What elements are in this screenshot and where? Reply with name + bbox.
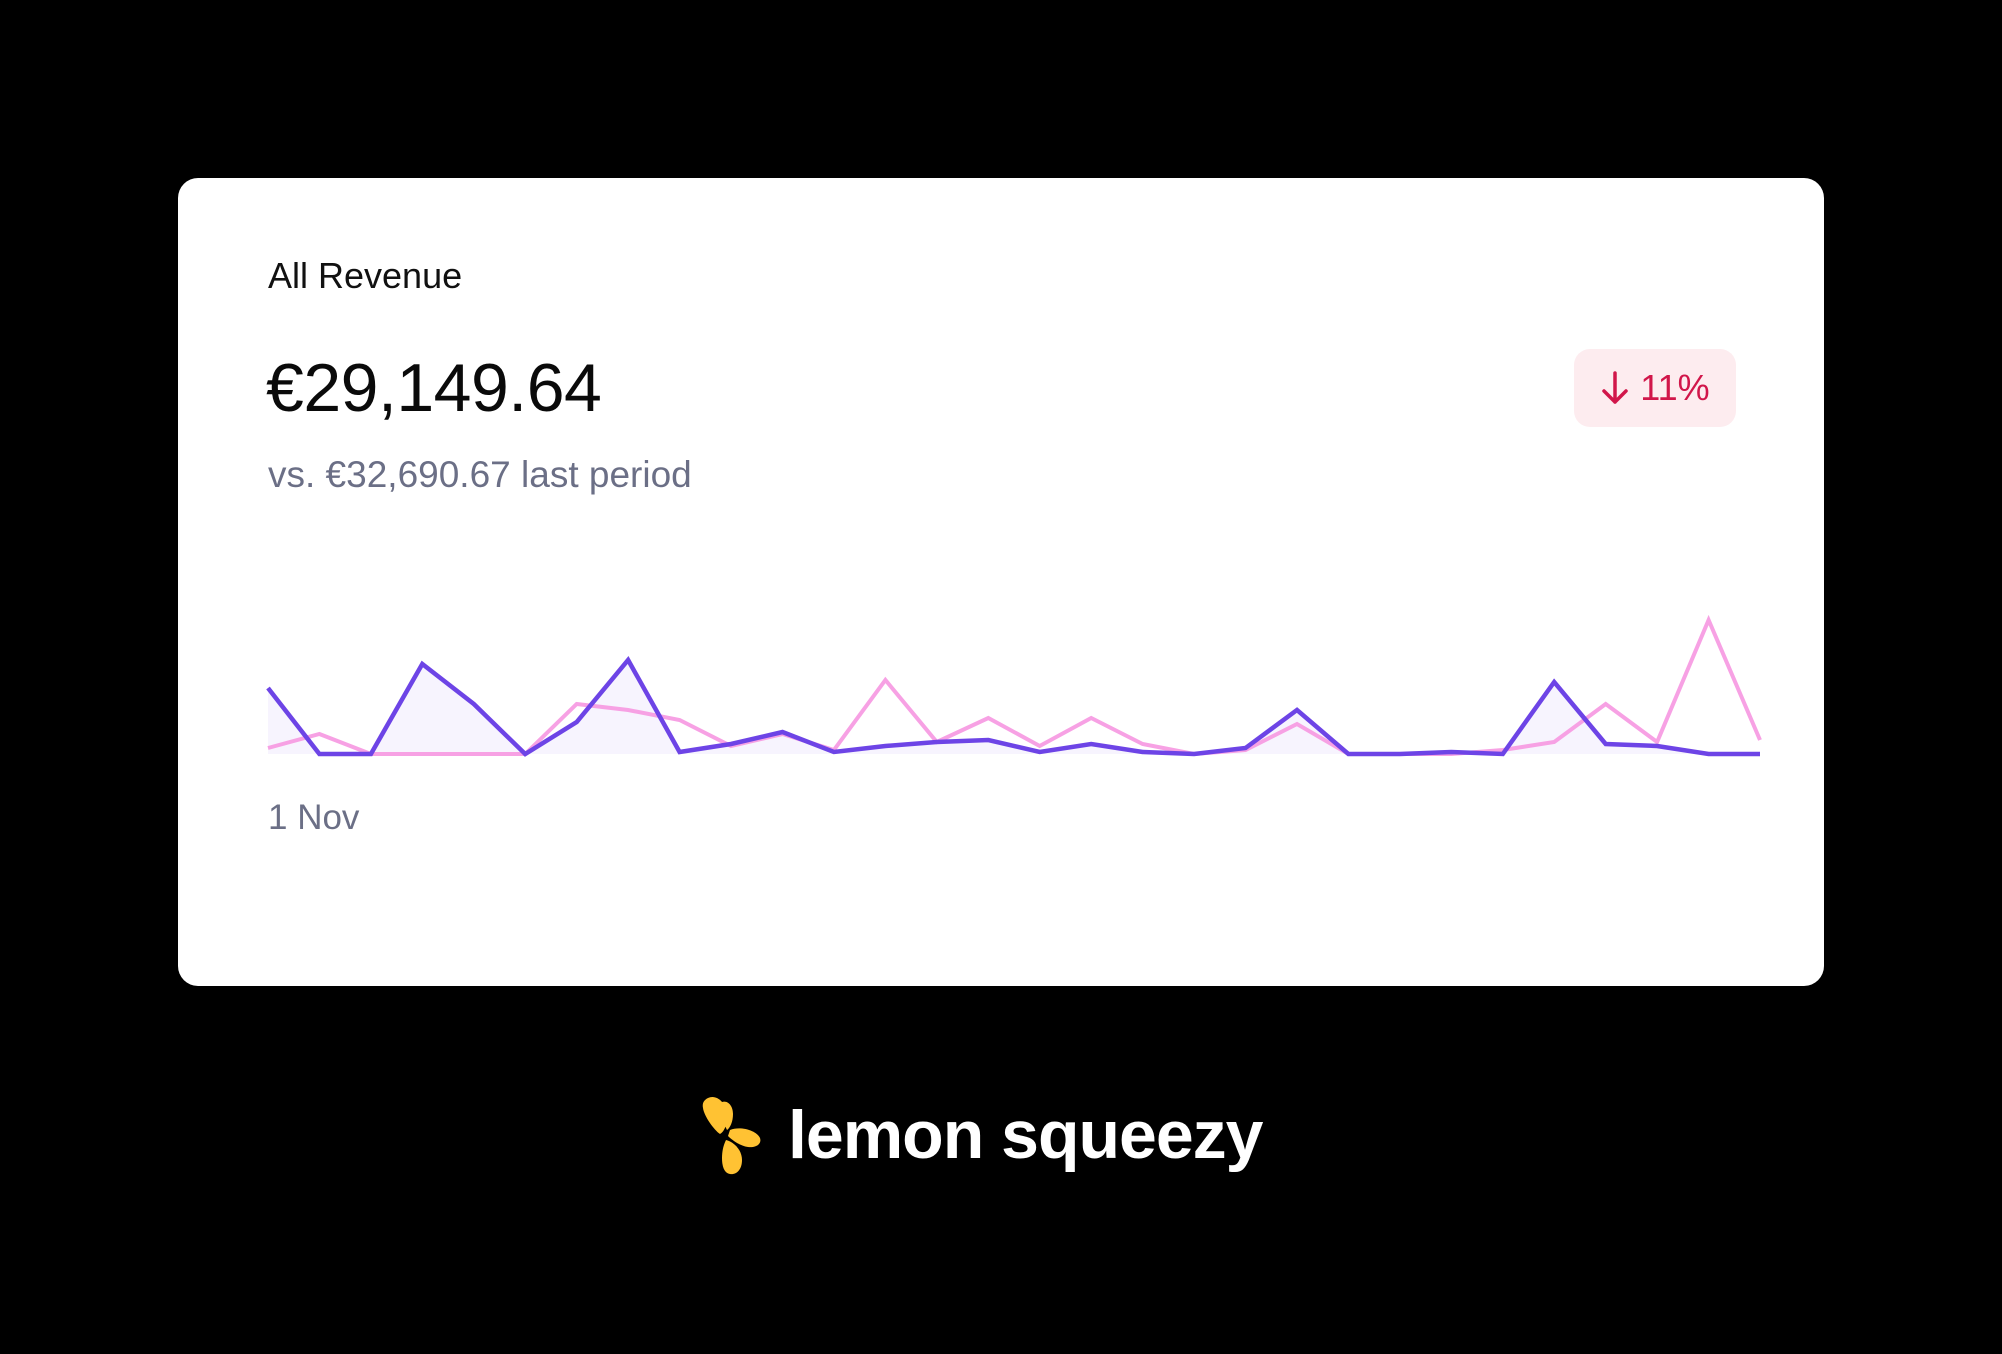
series-2-line [267,614,1762,757]
change-badge: 11% [1574,349,1736,427]
lemon-squeezy-logo-icon [702,1096,761,1175]
revenue-card: All Revenue €29,149.64 vs. €32,690.67 la… [178,178,1824,986]
comparison-text: vs. €32,690.67 last period [268,454,692,495]
x-axis-start-label: 1 Nov [268,798,360,837]
card-title: All Revenue [268,255,463,296]
change-percentage: 11% [1640,367,1710,408]
brand-footer: lemon squeezy [700,1090,1263,1180]
revenue-amount: €29,149.64 [266,350,602,426]
revenue-line-chart [266,614,1762,757]
series-1-area [268,660,1760,754]
arrow-down-icon [1602,371,1629,404]
brand-name: lemon squeezy [788,1097,1263,1173]
series-1-line [266,656,1760,757]
